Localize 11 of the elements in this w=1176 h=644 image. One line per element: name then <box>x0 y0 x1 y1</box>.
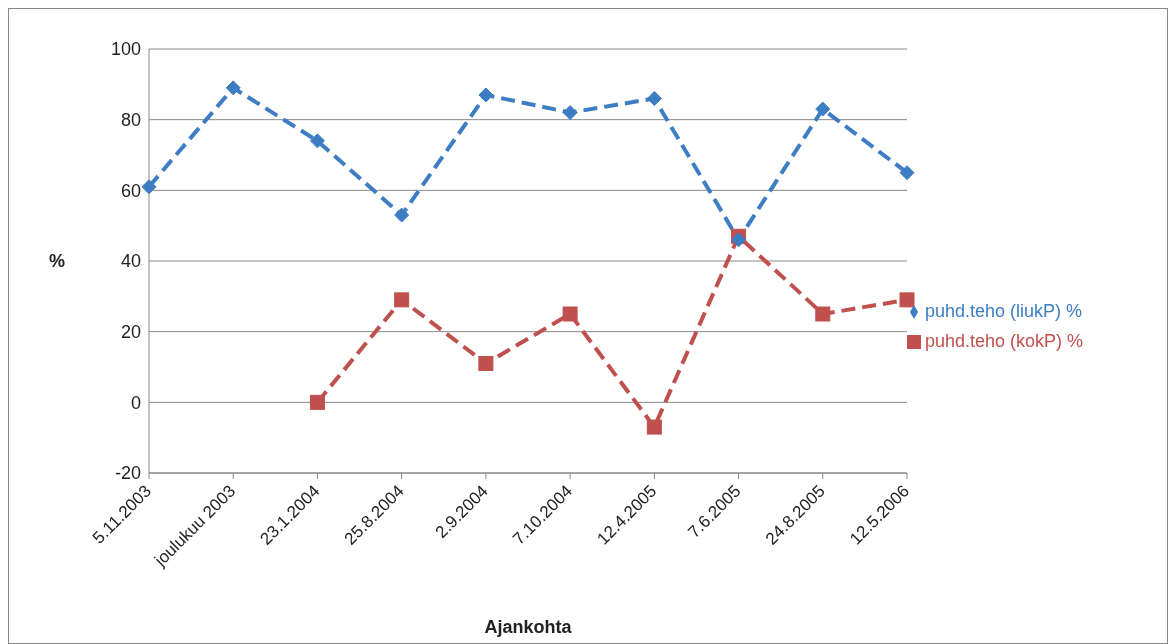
y-tick-label: 100 <box>110 39 141 60</box>
y-tick-label: 60 <box>120 180 141 201</box>
x-axis-title: Ajankohta <box>484 617 573 637</box>
y-tick-label: -20 <box>114 463 141 484</box>
y-tick-label: 40 <box>120 251 141 272</box>
y-tick-label: 80 <box>120 110 141 131</box>
y-tick-label: 20 <box>120 322 141 343</box>
legend-label: puhd.teho (kokP) % <box>925 331 1084 351</box>
y-axis-title: % <box>49 251 66 272</box>
legend-label: puhd.teho (liukP) % <box>925 301 1083 321</box>
y-tick-label: 0 <box>130 392 141 413</box>
